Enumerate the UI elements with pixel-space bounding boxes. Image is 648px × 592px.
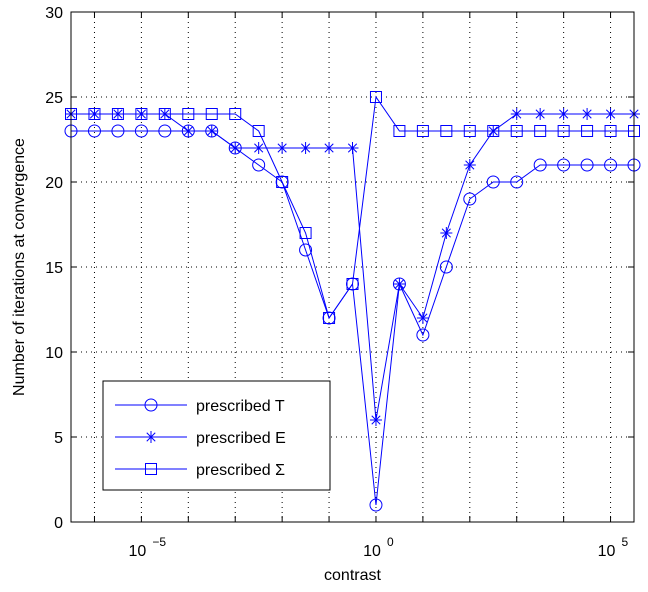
x-axis-label: contrast — [324, 567, 381, 584]
data-point — [88, 108, 101, 120]
data-point — [182, 125, 195, 137]
x-tick-label: 10 — [128, 543, 146, 560]
data-point — [229, 142, 242, 154]
data-point — [580, 158, 594, 172]
data-point — [557, 108, 570, 120]
y-tick-label: 20 — [45, 175, 63, 192]
y-tick-label: 0 — [54, 515, 63, 532]
data-point — [463, 125, 476, 137]
data-point — [158, 124, 172, 138]
x-tick-label: 10 — [598, 543, 616, 560]
data-point — [369, 91, 382, 103]
data-point — [111, 124, 125, 138]
data-point — [534, 108, 547, 120]
legend-marker — [145, 431, 157, 443]
data-point — [604, 108, 617, 120]
y-tick-label: 10 — [45, 345, 63, 362]
legend-label: prescribed Σ — [196, 462, 285, 479]
legend-label: prescribed E — [196, 430, 286, 447]
data-point — [276, 176, 289, 188]
data-point — [158, 108, 171, 120]
data-point — [440, 227, 453, 239]
data-point — [229, 108, 242, 120]
series-square — [65, 91, 640, 324]
data-point — [299, 243, 313, 257]
data-point — [346, 278, 359, 290]
data-point — [416, 125, 429, 137]
y-tick-label: 15 — [45, 260, 63, 277]
legend-label: prescribed T — [196, 398, 285, 415]
data-point — [252, 158, 266, 172]
data-point — [510, 125, 523, 137]
data-point — [299, 227, 312, 239]
data-point — [416, 312, 429, 324]
data-point — [533, 158, 547, 172]
y-tick-label: 25 — [45, 90, 63, 107]
data-point — [87, 124, 101, 138]
legend-entry: prescribed Σ — [115, 462, 285, 479]
data-point — [182, 108, 195, 120]
data-point — [604, 158, 618, 172]
data-point — [510, 108, 523, 120]
series-line — [71, 95, 634, 320]
data-point — [346, 142, 359, 154]
data-point — [487, 125, 500, 137]
data-point — [205, 108, 218, 120]
x-tick-label: 10 — [363, 543, 381, 560]
data-point — [299, 142, 312, 154]
data-point — [205, 125, 218, 137]
x-tick-label-exponent: 0 — [387, 535, 394, 549]
series-layer — [64, 91, 641, 512]
legend-marker — [145, 463, 157, 475]
data-point — [323, 142, 336, 154]
y-tick-label: 5 — [54, 430, 63, 447]
data-point — [393, 278, 406, 290]
data-point — [463, 159, 476, 171]
data-point — [135, 108, 148, 120]
series-line — [71, 113, 634, 421]
data-point — [581, 108, 594, 120]
legend-marker — [144, 398, 158, 412]
data-point — [463, 192, 477, 206]
data-point — [134, 124, 148, 138]
ticks — [71, 11, 634, 523]
data-point — [534, 125, 547, 137]
data-point — [393, 125, 406, 137]
x-tick-label-exponent: 5 — [622, 535, 629, 549]
data-point — [557, 158, 571, 172]
y-tick-label: 30 — [45, 5, 63, 22]
x-tick-labels: 10 −5 10 0 10 5 — [128, 535, 628, 560]
data-point — [369, 414, 382, 426]
data-point — [323, 312, 336, 324]
legend-entry: prescribed T — [115, 398, 285, 415]
data-point — [486, 175, 500, 189]
y-tick-labels: 0 5 10 15 20 25 30 — [45, 5, 63, 532]
legend-entry: prescribed E — [115, 430, 286, 447]
data-point — [510, 175, 524, 189]
data-point — [252, 125, 265, 137]
data-point — [557, 125, 570, 137]
data-point — [276, 142, 289, 154]
data-point — [581, 125, 594, 137]
data-point — [111, 108, 124, 120]
grid — [71, 12, 634, 522]
data-point — [439, 260, 453, 274]
data-point — [440, 125, 453, 137]
data-point — [369, 498, 383, 512]
legend-box — [102, 380, 331, 491]
data-point — [416, 328, 430, 342]
y-axis-label: Number of iterations at convergence — [11, 138, 28, 396]
data-point — [252, 142, 265, 154]
x-tick-label-exponent: −5 — [152, 535, 166, 549]
data-point — [604, 125, 617, 137]
legend: prescribed T prescribed E prescribed Σ — [102, 380, 331, 491]
